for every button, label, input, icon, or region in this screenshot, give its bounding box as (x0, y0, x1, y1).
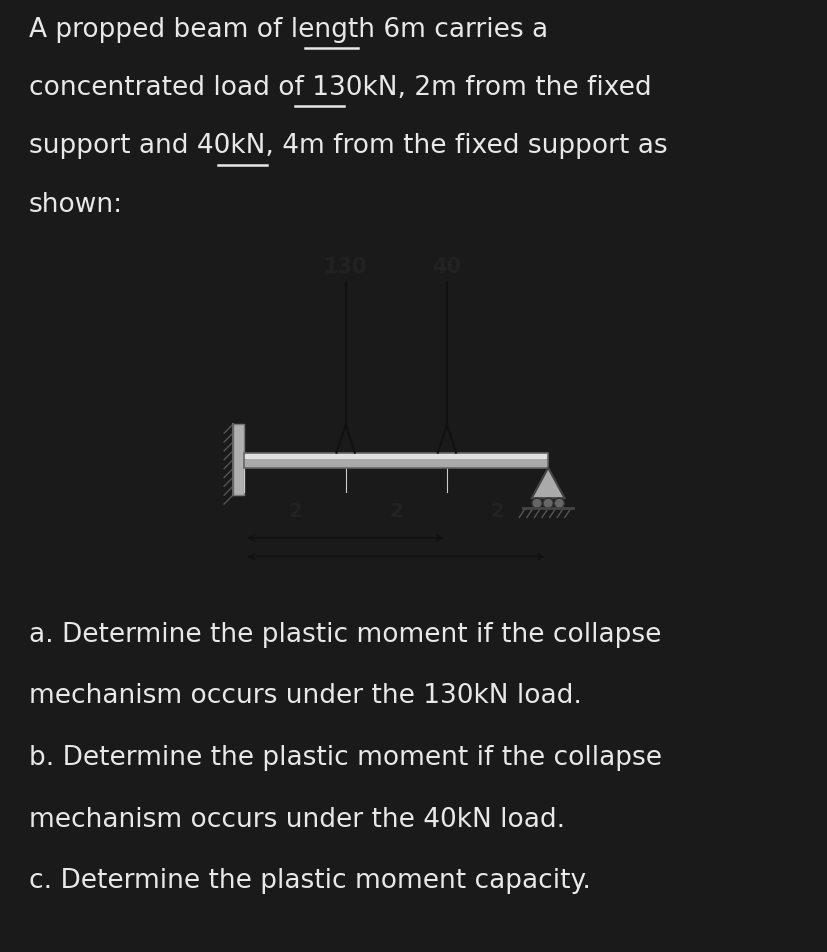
Text: shown:: shown: (29, 191, 123, 218)
Text: A propped beam of length 6m carries a: A propped beam of length 6m carries a (29, 17, 547, 43)
Polygon shape (531, 468, 564, 499)
Text: b. Determine the plastic moment if the collapse: b. Determine the plastic moment if the c… (29, 744, 661, 770)
Text: concentrated load of 130kN, 2m from the fixed: concentrated load of 130kN, 2m from the … (29, 75, 651, 101)
Text: support and 40kN, 4m from the fixed support as: support and 40kN, 4m from the fixed supp… (29, 133, 667, 159)
Text: mechanism occurs under the 40kN load.: mechanism occurs under the 40kN load. (29, 805, 564, 832)
Bar (244, 460, 547, 468)
Circle shape (553, 499, 564, 508)
Bar (244, 453, 547, 468)
Text: 130: 130 (323, 257, 367, 277)
Circle shape (543, 499, 552, 508)
Circle shape (531, 499, 542, 508)
Text: 2: 2 (389, 501, 403, 520)
Bar (244, 453, 547, 460)
Text: mechanism occurs under the 130kN load.: mechanism occurs under the 130kN load. (29, 683, 581, 708)
Text: c. Determine the plastic moment capacity.: c. Determine the plastic moment capacity… (29, 867, 590, 893)
Text: 2: 2 (490, 501, 504, 520)
Text: 2: 2 (288, 501, 302, 520)
Bar (233, 425, 244, 495)
Text: 40: 40 (432, 257, 461, 277)
Text: a. Determine the plastic moment if the collapse: a. Determine the plastic moment if the c… (29, 621, 661, 646)
